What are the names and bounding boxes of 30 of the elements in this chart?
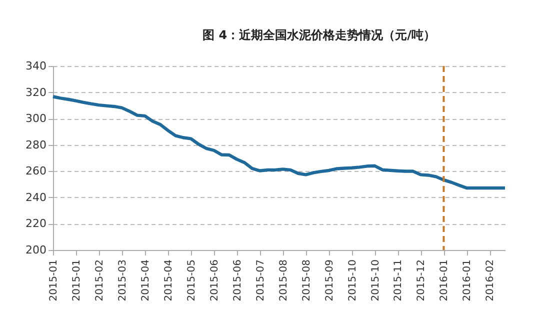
y-tick-label: 280: [26, 138, 46, 152]
x-tick-label: 2015-06: [209, 260, 220, 302]
x-tick-label: 2015-08: [278, 260, 290, 302]
x-tick-label: 2016-01: [462, 260, 474, 302]
x-tick-label: 2016-02: [485, 260, 496, 302]
x-tick-label: 2015-09: [324, 260, 336, 302]
y-tick-label: 300: [26, 112, 46, 126]
x-tick-label: 2015-07: [255, 260, 266, 302]
y-tick-label: 240: [26, 190, 46, 204]
x-tick-label: 2015-02: [94, 260, 106, 302]
x-tick-label: 2015-08: [301, 260, 312, 302]
line-series: [51, 95, 507, 190]
x-tick-label: 2015-12: [416, 260, 428, 302]
y-tick-label: 340: [26, 60, 46, 72]
x-tick-label: 2015-04: [163, 260, 174, 302]
x-tick-label: 2015-06: [232, 260, 244, 302]
x-tick-label: 2015-10: [347, 260, 358, 302]
x-tick-label: 2015-01: [71, 260, 82, 302]
x-tick-label: 2015-01: [48, 260, 60, 302]
x-tick-label: 2015-05: [186, 260, 198, 302]
y-tick-label: 220: [26, 217, 46, 230]
x-tick-label: 2015-10: [370, 260, 382, 302]
y-tick-label: 200: [26, 244, 46, 256]
x-tick-label: 2015-04: [140, 260, 152, 302]
x-tick-label: 2015-11: [393, 260, 404, 302]
chart-title: 图 4：近期全国水泥价格走势情况（元/吨）: [202, 28, 436, 42]
y-tick-label: 260: [26, 164, 46, 178]
y-tick-label: 320: [26, 86, 46, 99]
x-tick-label: 2016-01: [439, 260, 450, 302]
x-tick-label: 2015-03: [117, 260, 128, 302]
